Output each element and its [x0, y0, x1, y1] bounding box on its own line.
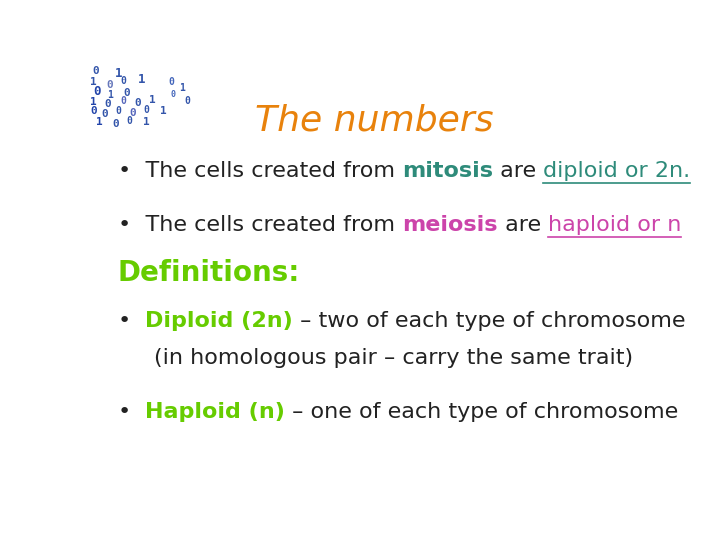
Text: •  The cells created from: • The cells created from: [118, 215, 402, 235]
Text: 0: 0: [104, 99, 111, 109]
Text: 1: 1: [148, 95, 156, 105]
Text: 1: 1: [90, 97, 96, 107]
Text: 0: 0: [185, 97, 191, 106]
Text: 0: 0: [121, 77, 127, 86]
Text: 1: 1: [96, 117, 102, 127]
Text: 0: 0: [171, 90, 176, 99]
Text: 0: 0: [168, 77, 174, 87]
Text: 0: 0: [129, 107, 136, 118]
Text: 0: 0: [112, 119, 119, 129]
Text: •  The cells created from: • The cells created from: [118, 161, 402, 181]
Text: 0: 0: [93, 66, 99, 76]
Text: (in homologous pair – carry the same trait): (in homologous pair – carry the same tra…: [154, 348, 634, 368]
Text: 0: 0: [124, 88, 130, 98]
Text: 1: 1: [138, 73, 145, 86]
Text: 0: 0: [93, 85, 100, 98]
Text: 1: 1: [160, 106, 166, 116]
Text: 1: 1: [90, 77, 96, 87]
Text: 0: 0: [115, 105, 121, 116]
Text: The numbers: The numbers: [255, 104, 493, 138]
Text: •: •: [118, 310, 145, 330]
Text: mitosis: mitosis: [402, 161, 493, 181]
Text: haploid or n: haploid or n: [548, 215, 681, 235]
Text: 0: 0: [121, 97, 127, 106]
Text: 0: 0: [107, 80, 114, 90]
Text: •: •: [118, 402, 145, 422]
Text: 1: 1: [179, 83, 185, 93]
Text: Diploid (2n): Diploid (2n): [145, 310, 293, 330]
Text: 1: 1: [143, 117, 150, 127]
Text: Haploid (n): Haploid (n): [145, 402, 285, 422]
Text: 0: 0: [143, 105, 149, 114]
Text: 1: 1: [115, 68, 122, 80]
Text: Definitions:: Definitions:: [118, 259, 300, 287]
Text: – one of each type of chromosome: – one of each type of chromosome: [285, 402, 678, 422]
Text: 0: 0: [126, 116, 132, 126]
Text: 0: 0: [101, 109, 108, 119]
Text: 0: 0: [135, 98, 141, 108]
Text: meiosis: meiosis: [402, 215, 498, 235]
Text: – two of each type of chromosome: – two of each type of chromosome: [293, 310, 685, 330]
Text: diploid or 2n.: diploid or 2n.: [544, 161, 690, 181]
Text: 0: 0: [90, 106, 96, 116]
Text: are: are: [498, 215, 548, 235]
Text: are: are: [493, 161, 544, 181]
Text: 1: 1: [107, 90, 112, 100]
